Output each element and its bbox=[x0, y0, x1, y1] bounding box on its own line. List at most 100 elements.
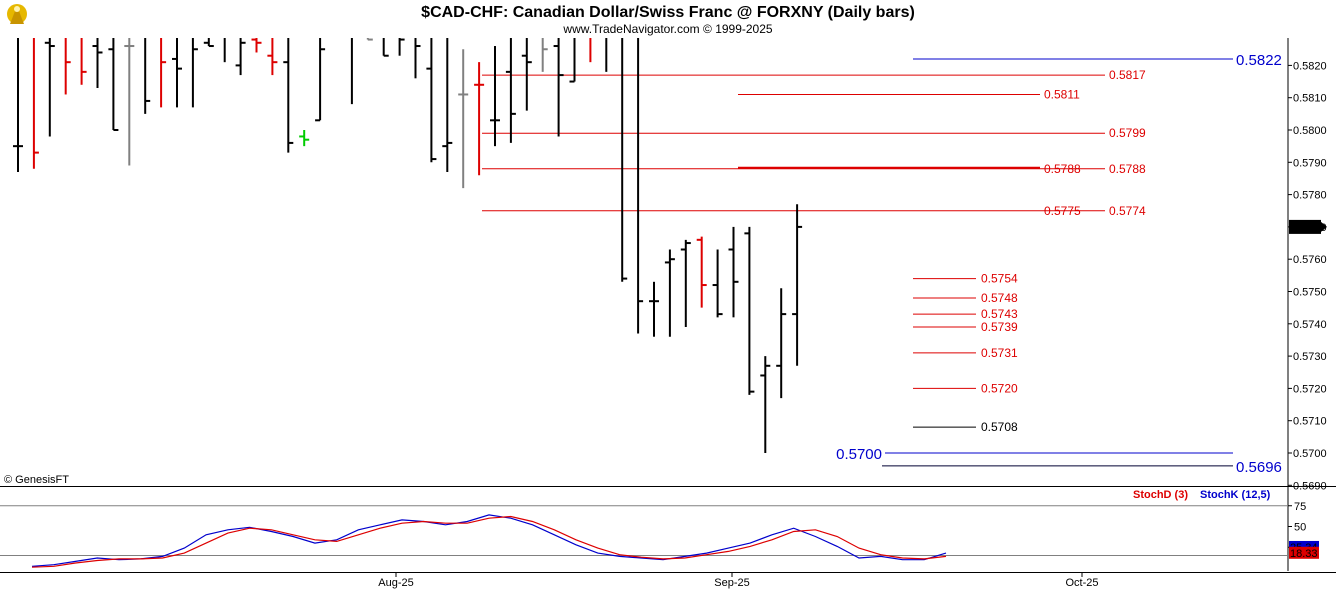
level-label-2: 0.5774 bbox=[1109, 204, 1146, 218]
level-label: 0.5822 bbox=[1236, 52, 1282, 69]
level-label: 0.5788 bbox=[1044, 162, 1081, 176]
time-tick-label: Aug-25 bbox=[378, 577, 413, 589]
price-panel: 0.5690 0.5700 0.5710 0.5720 0.5730 0.5740 0.57… bbox=[0, 38, 1336, 492]
stoch-tick-label: 50 bbox=[1294, 522, 1306, 534]
price-bar bbox=[490, 46, 500, 147]
price-bar bbox=[474, 62, 485, 176]
price-bar bbox=[32, 38, 39, 169]
price-bar bbox=[283, 38, 294, 153]
stoch-tick-label: 75 bbox=[1294, 501, 1306, 513]
level-line: 0.5731 bbox=[913, 346, 1018, 360]
stochd-badge bbox=[1289, 546, 1319, 559]
price-tick-label: 0.5730 bbox=[1293, 351, 1327, 363]
level-line: 0.5696 bbox=[882, 459, 1282, 476]
price-bar bbox=[680, 239, 691, 328]
price-bar bbox=[315, 38, 326, 122]
price-bar bbox=[124, 38, 135, 166]
price-tick-label: 0.5760 bbox=[1293, 254, 1327, 266]
price-bar bbox=[191, 38, 198, 108]
price-bar bbox=[64, 38, 71, 95]
price-tick-label: 0.5690 bbox=[1293, 480, 1327, 492]
time-tick-label: Oct-25 bbox=[1065, 577, 1098, 589]
price-bar bbox=[621, 38, 628, 282]
price-tick-label: 0.5740 bbox=[1293, 319, 1327, 331]
level-label: 0.5696 bbox=[1236, 459, 1282, 476]
level-label: 0.5708 bbox=[981, 420, 1018, 434]
level-label: 0.5720 bbox=[981, 381, 1018, 395]
level-line: 0.5788 0.5788 bbox=[482, 162, 1146, 176]
level-line: 0.5748 bbox=[913, 291, 1018, 305]
price-bar bbox=[505, 38, 516, 143]
level-label: 0.5775 bbox=[1044, 204, 1081, 218]
price-bar bbox=[414, 38, 421, 79]
stochastic-panel: 755025 25.3418.33 StochD (3) StochK (12,… bbox=[0, 487, 1319, 571]
last-price-badge bbox=[1289, 219, 1321, 234]
price-bar bbox=[569, 38, 576, 83]
level-line: 0.5775 0.5774 bbox=[482, 204, 1146, 218]
level-label: 0.5799 bbox=[1109, 126, 1146, 140]
price-bar bbox=[664, 249, 675, 337]
header-logo bbox=[7, 4, 27, 24]
level-label: 0.5748 bbox=[981, 291, 1018, 305]
price-bar bbox=[251, 38, 262, 53]
price-tick-label: 0.5800 bbox=[1293, 125, 1327, 137]
price-bar bbox=[696, 236, 707, 308]
chart-subtitle: www.TradeNavigator.com © 1999-2025 bbox=[562, 22, 772, 36]
price-bar bbox=[172, 38, 182, 108]
legend-stochd: StochD (3) bbox=[1133, 489, 1188, 501]
price-bar bbox=[442, 38, 453, 172]
level-label: 0.5811 bbox=[1044, 87, 1080, 101]
price-bar bbox=[521, 38, 532, 111]
price-bar bbox=[426, 38, 437, 163]
level-line: 0.5743 bbox=[913, 307, 1018, 321]
chart-title: $CAD-CHF: Canadian Dollar/Swiss Franc @ … bbox=[421, 4, 915, 21]
price-bar bbox=[649, 281, 659, 337]
price-bar bbox=[366, 38, 373, 41]
level-line: 0.5739 bbox=[913, 320, 1018, 334]
level-line: 0.5811 bbox=[738, 87, 1080, 101]
level-line: 0.5817 bbox=[482, 68, 1146, 82]
price-bar bbox=[553, 38, 564, 137]
level-label-2: 0.5788 bbox=[1109, 162, 1146, 176]
price-tick-label: 0.5780 bbox=[1293, 190, 1327, 202]
price-bar bbox=[541, 38, 548, 72]
level-line: 0.5720 bbox=[913, 381, 1018, 395]
price-bar bbox=[108, 38, 119, 131]
price-tick-label: 0.5810 bbox=[1293, 93, 1327, 105]
level-label: 0.5754 bbox=[981, 272, 1018, 286]
price-bar bbox=[382, 38, 389, 57]
price-bar bbox=[92, 38, 103, 89]
price-bar bbox=[160, 38, 167, 108]
level-label: 0.5700 bbox=[836, 446, 882, 463]
price-bar bbox=[299, 130, 310, 147]
price-bar bbox=[458, 49, 469, 189]
level-label: 0.5743 bbox=[981, 307, 1018, 321]
level-label: 0.5817 bbox=[1109, 68, 1146, 82]
price-bar bbox=[792, 204, 803, 366]
price-bar bbox=[80, 38, 87, 85]
time-tick-label: Sep-25 bbox=[714, 577, 749, 589]
price-tick-label: 0.5720 bbox=[1293, 383, 1327, 395]
price-bar bbox=[776, 288, 787, 399]
level-line: 0.5799 bbox=[482, 126, 1146, 140]
level-line: 0.5708 bbox=[913, 420, 1018, 434]
stochd-badge-label: 18.33 bbox=[1290, 548, 1318, 560]
last-price-arrow bbox=[1321, 221, 1327, 232]
price-bar bbox=[760, 356, 771, 453]
price-bar bbox=[235, 38, 246, 76]
stochk-line bbox=[31, 514, 947, 567]
price-bar bbox=[44, 38, 55, 137]
price-tick-label: 0.5750 bbox=[1293, 287, 1327, 299]
last-price-label: 0.5770 bbox=[1291, 222, 1325, 234]
price-bar bbox=[637, 38, 644, 334]
price-tick-label: 0.5710 bbox=[1293, 416, 1327, 428]
price-bar bbox=[144, 38, 151, 114]
watermark: © GenesisFT bbox=[4, 474, 69, 486]
legend-stochk: StochK (12,5) bbox=[1200, 489, 1271, 501]
level-label: 0.5739 bbox=[981, 320, 1018, 334]
price-bar bbox=[13, 38, 23, 172]
price-bar bbox=[203, 38, 214, 48]
level-line: 0.5700 bbox=[836, 446, 1233, 463]
level-label: 0.5731 bbox=[981, 346, 1018, 360]
